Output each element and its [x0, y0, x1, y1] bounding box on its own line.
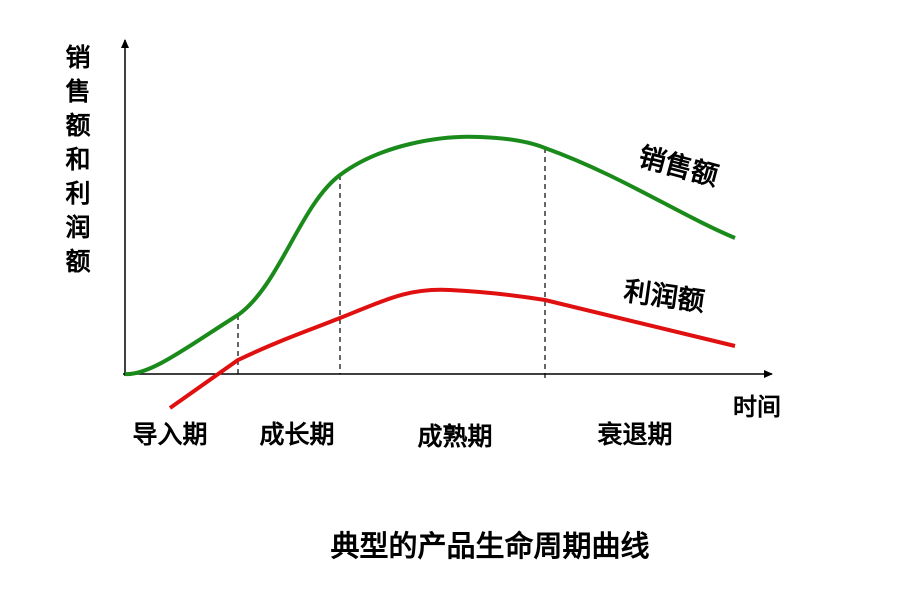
phase-dividers — [237, 148, 546, 378]
phase-label: 成长期 — [259, 420, 334, 449]
phase-label: 衰退期 — [596, 420, 672, 449]
phase-label: 成熟期 — [417, 422, 492, 451]
curve-label: 利润额 — [622, 275, 707, 318]
curve-label: 销售额 — [635, 141, 722, 193]
profit-curve — [168, 287, 736, 410]
phase-label: 导入期 — [132, 420, 207, 449]
y-axis-label: 销售额和利润额 — [62, 44, 91, 282]
x-axis-label: 时间 — [733, 393, 781, 421]
sales-curve — [124, 134, 736, 377]
caption: 典型的产品生命周期曲线 — [330, 529, 649, 563]
